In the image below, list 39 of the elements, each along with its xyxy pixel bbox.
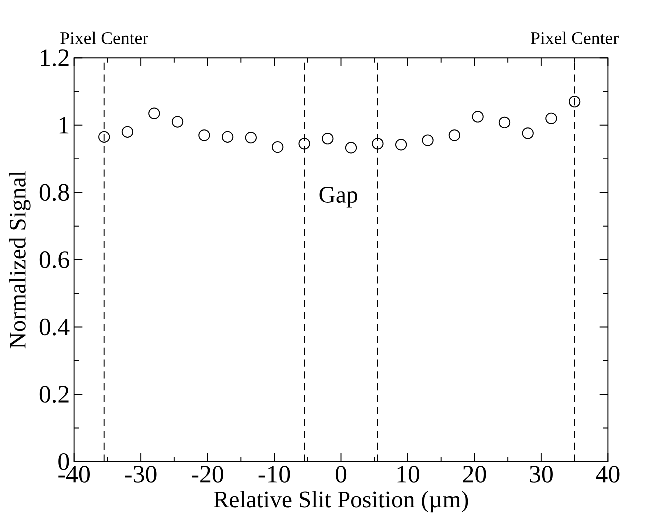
point bbox=[245, 132, 257, 144]
point bbox=[172, 116, 184, 128]
x-tick-label: 0 bbox=[336, 466, 347, 483]
x-axis-title: Relative Slit Position (µm) bbox=[214, 491, 468, 513]
x-tick-label: 40 bbox=[596, 466, 620, 483]
point bbox=[122, 126, 134, 138]
point bbox=[546, 112, 558, 124]
x-tick-label: -20 bbox=[192, 466, 224, 483]
ref-line-label: Pixel Center bbox=[60, 32, 148, 44]
point bbox=[98, 131, 110, 143]
x-tick-label: 20 bbox=[463, 466, 486, 483]
point bbox=[322, 133, 334, 145]
point bbox=[498, 116, 511, 129]
point bbox=[148, 108, 160, 120]
y-tick-label: 0.4 bbox=[40, 318, 70, 336]
point bbox=[345, 142, 358, 154]
point bbox=[222, 131, 234, 143]
point bbox=[568, 96, 581, 108]
point bbox=[448, 130, 461, 142]
y-tick-label: 1.2 bbox=[41, 50, 69, 67]
y-tick-label: 0.2 bbox=[40, 386, 69, 404]
point bbox=[522, 128, 534, 140]
y-axis-title: Normalized Signal bbox=[9, 171, 31, 349]
point bbox=[422, 134, 434, 146]
point bbox=[395, 139, 408, 151]
point bbox=[472, 111, 484, 123]
ref-line-label: Pixel Center bbox=[531, 32, 619, 44]
y-tick-label: 0.6 bbox=[40, 252, 70, 268]
x-tick-label: 10 bbox=[398, 466, 420, 483]
x-tick-label: 30 bbox=[530, 466, 553, 483]
point bbox=[272, 141, 284, 154]
y-tick-label: 0.8 bbox=[40, 184, 70, 202]
x-tick-label: -30 bbox=[125, 466, 157, 483]
point bbox=[298, 138, 310, 150]
y-tick-label: 1 bbox=[60, 117, 69, 134]
x-tick-label: -10 bbox=[258, 466, 290, 483]
annotation: Gap bbox=[320, 187, 358, 208]
point bbox=[372, 138, 384, 150]
point bbox=[198, 130, 210, 142]
